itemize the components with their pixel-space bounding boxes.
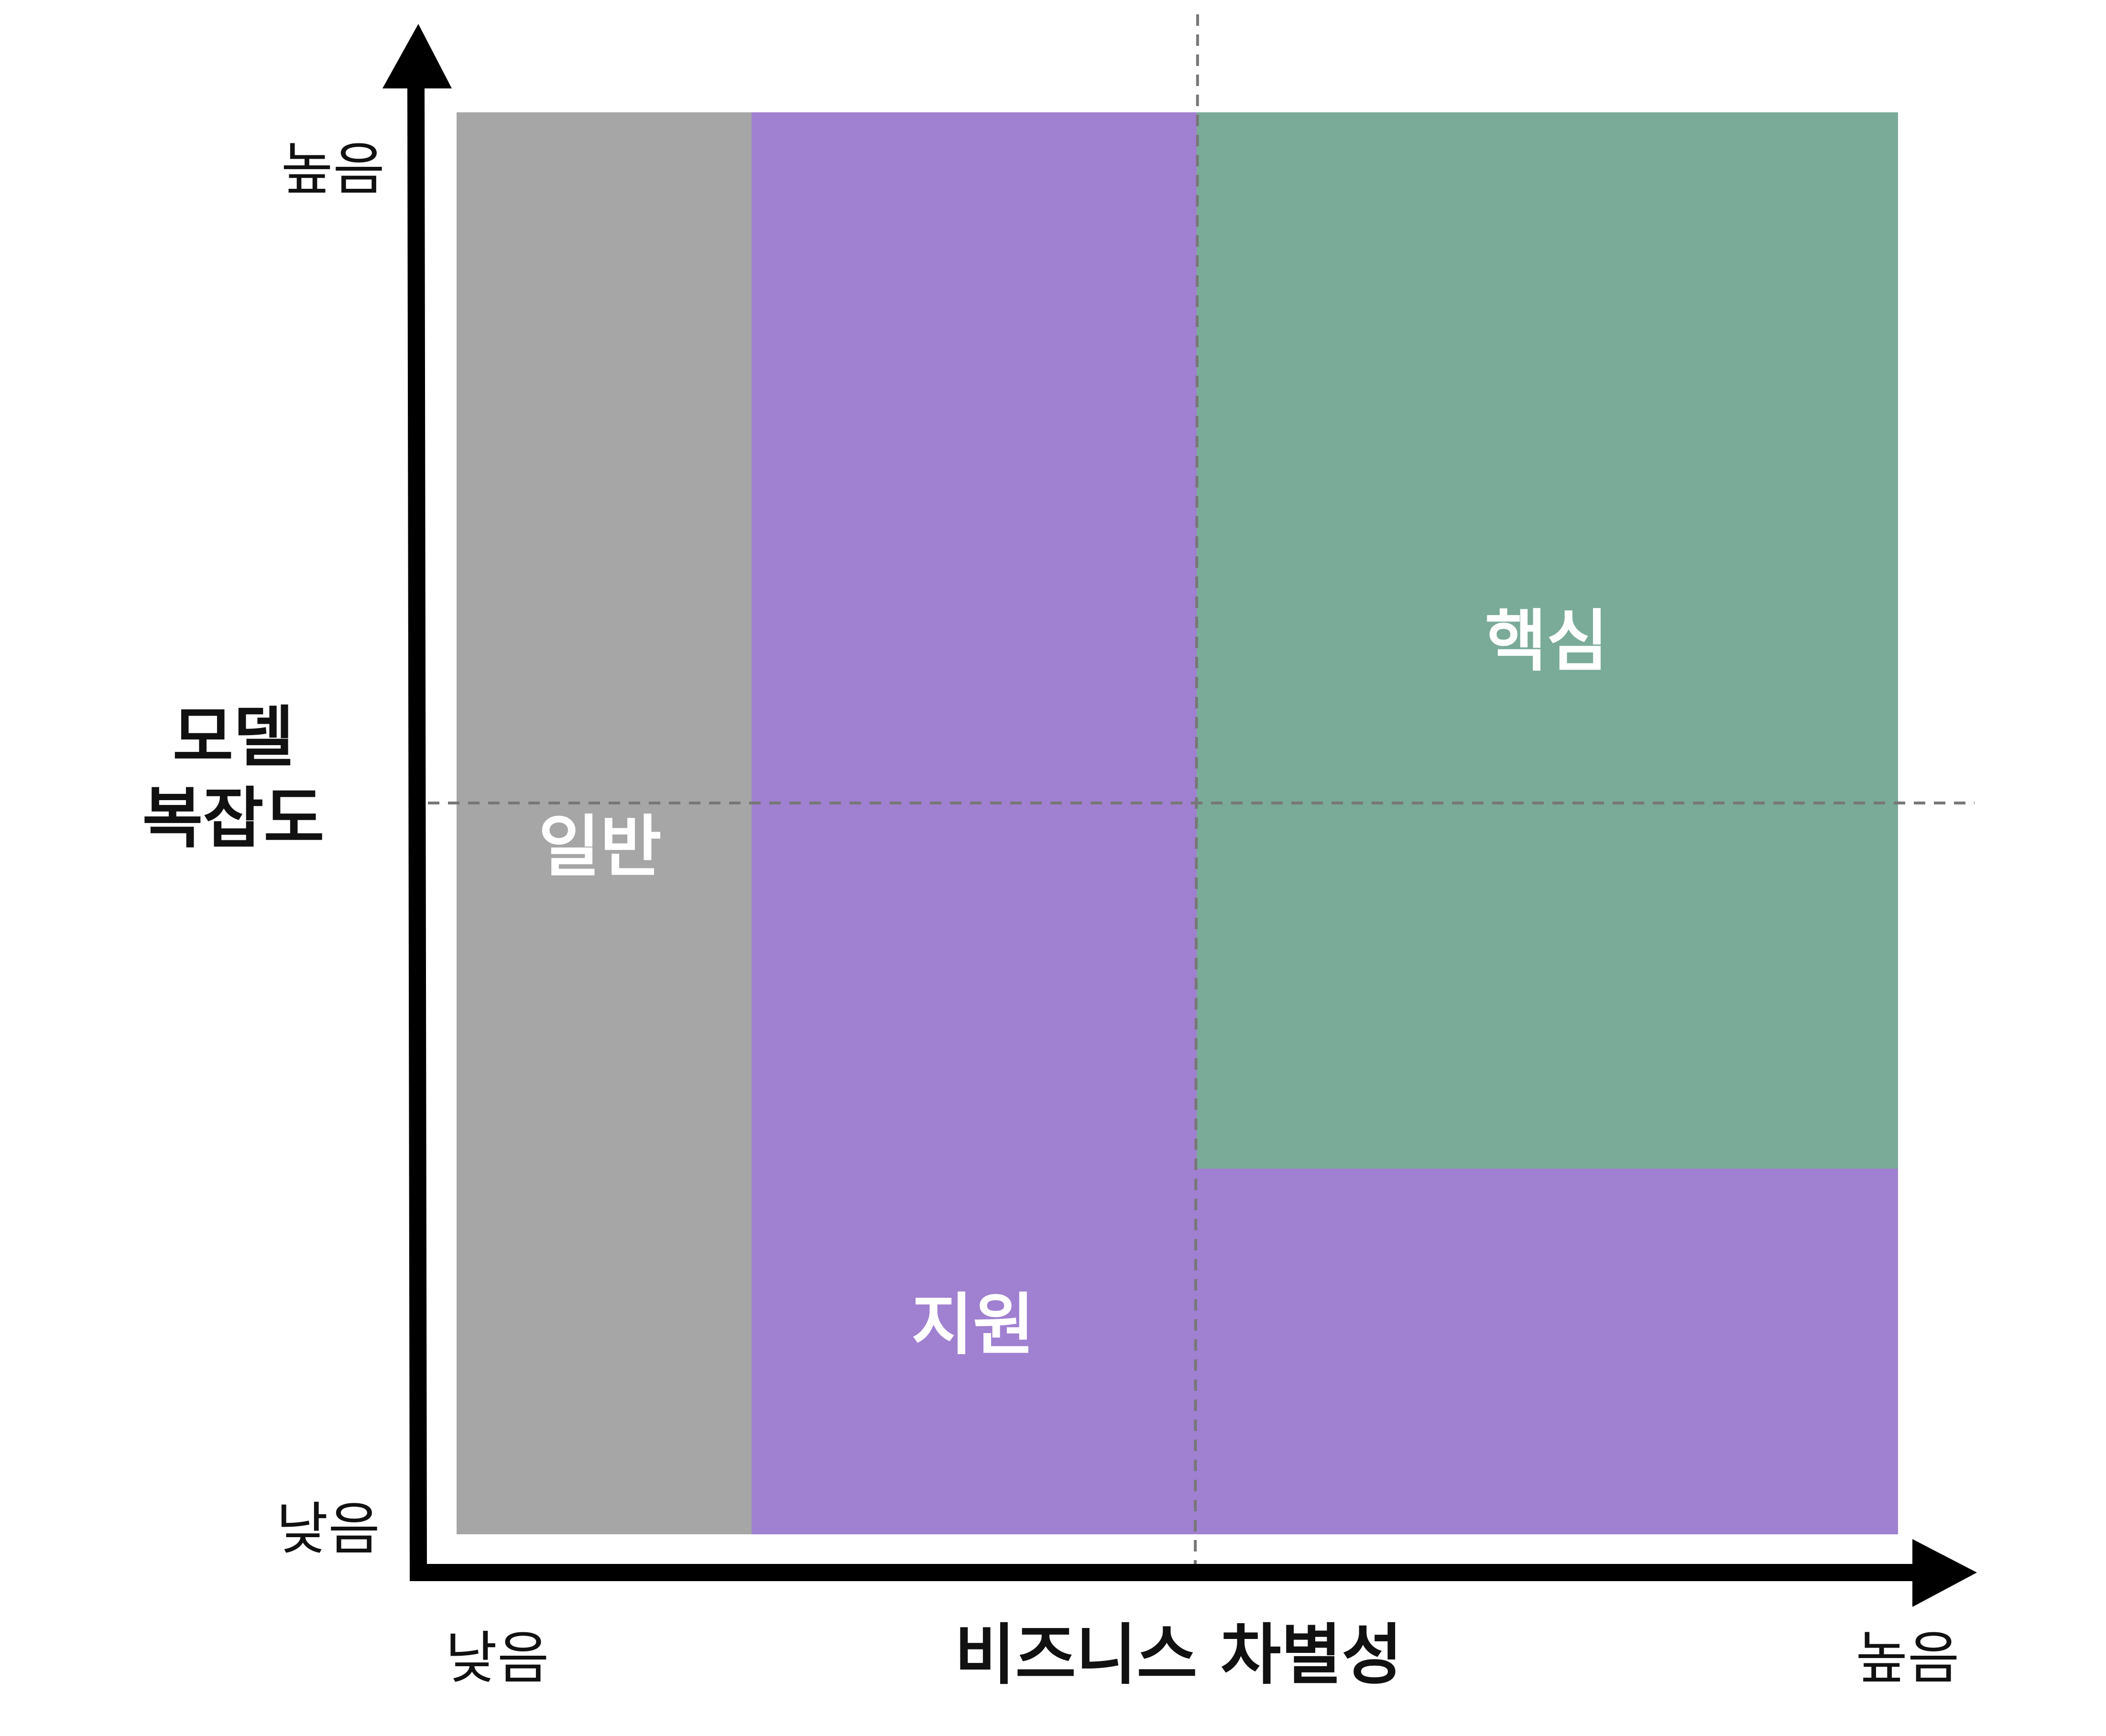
- x-axis-arrowhead: [1912, 1539, 1977, 1607]
- y-axis-line: [416, 84, 418, 1573]
- x-axis-low-label: 낮음: [445, 1625, 549, 1691]
- y-axis-arrowhead: [382, 24, 452, 88]
- core-region-label: 핵심: [1485, 603, 1608, 681]
- y-axis-low-label: 낮음: [276, 1496, 380, 1562]
- y-axis-high-label: 높음: [281, 136, 385, 202]
- x-axis-title: 비즈니스 차별성: [955, 1617, 1403, 1693]
- generic-region-label: 일반: [538, 808, 662, 886]
- y-axis-title-line1: 모델: [173, 699, 294, 776]
- supporting-region-label: 지원: [911, 1286, 1035, 1364]
- supporting-region-lower: [1195, 1169, 1898, 1534]
- x-axis-high-label: 높음: [1855, 1625, 1959, 1691]
- y-axis-title-line2: 복잡도: [142, 780, 325, 857]
